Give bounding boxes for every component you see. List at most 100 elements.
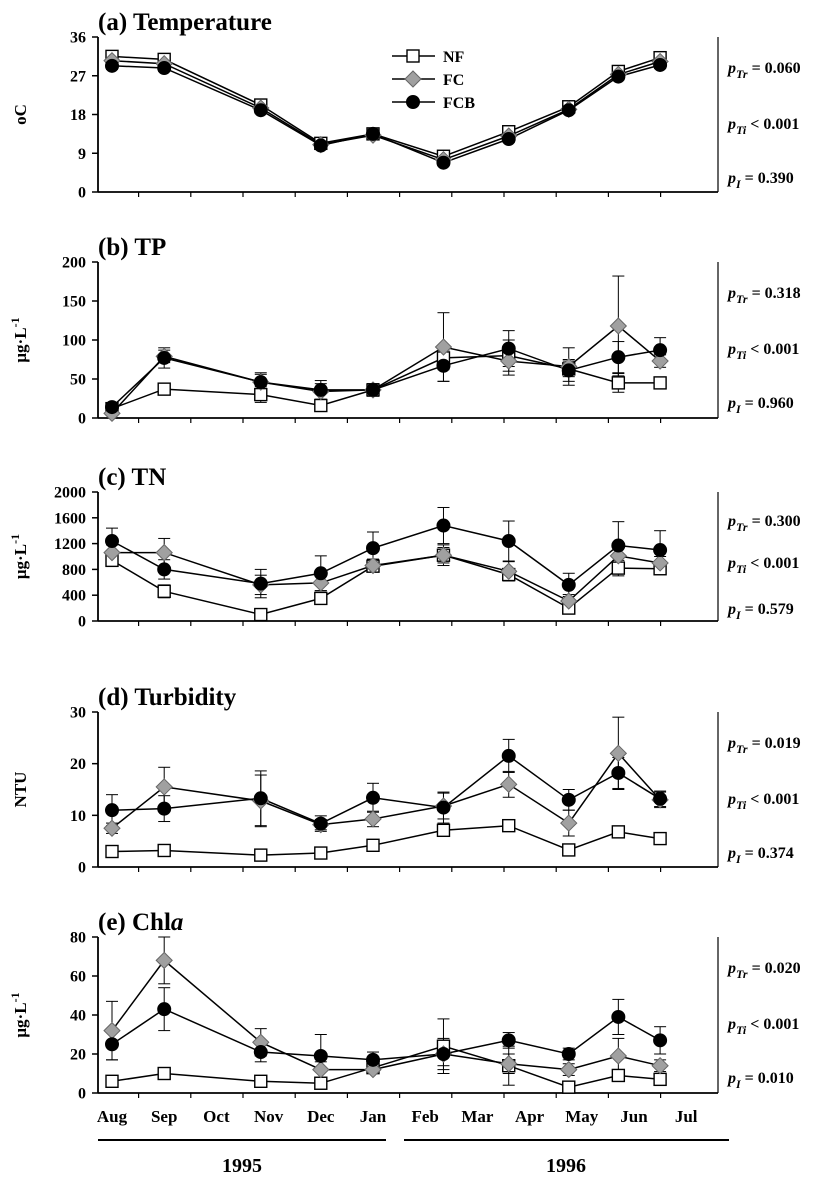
y-axis-label: μg·L-1 <box>8 534 30 579</box>
y-tick-label: 36 <box>70 30 86 47</box>
stat-i: pI = 0.010 <box>726 1070 794 1091</box>
series-line-fc <box>111 325 661 414</box>
y-tick-label: 1200 <box>54 536 86 553</box>
marker-fc <box>500 775 518 794</box>
marker-nf <box>611 1068 626 1083</box>
y-tick-label: 0 <box>78 614 86 631</box>
stat-value: = 0.020 <box>748 960 801 977</box>
stat-ti: pTi < 0.001 <box>726 555 799 576</box>
y-axis-label: NTU <box>11 772 30 808</box>
series-line-nf <box>111 824 661 856</box>
marker-nf <box>502 818 516 833</box>
marker-nf <box>314 591 328 606</box>
marker-fc <box>500 352 518 370</box>
marker-nf <box>436 823 451 838</box>
marker-nf <box>611 825 626 839</box>
series-line-fc <box>111 959 661 1071</box>
y-tick-label: 0 <box>78 411 86 428</box>
series-line-fc <box>111 59 661 161</box>
marker-fc <box>364 1060 382 1079</box>
marker-nf <box>653 376 667 390</box>
marker-fc <box>404 70 422 88</box>
marker-fcb <box>366 126 380 141</box>
y-axis-label-sup: -1 <box>8 992 22 1002</box>
marker-nf <box>157 843 171 858</box>
marker-fcb <box>406 95 420 109</box>
stat-sub: Tr <box>736 67 748 81</box>
stat-value: < 0.001 <box>746 791 799 808</box>
y-tick-label: 100 <box>62 333 86 350</box>
marker-fcb <box>366 382 380 397</box>
stat-sub: I <box>735 608 742 622</box>
marker-fcb <box>501 132 516 147</box>
stat-tr: pTr = 0.060 <box>726 60 801 81</box>
y-axis-label: oC <box>11 104 30 125</box>
y-axis-label: μg·L-1 <box>8 992 30 1037</box>
marker-fcb <box>611 765 626 780</box>
marker-fcb <box>611 350 626 365</box>
marker-fcb <box>253 103 268 118</box>
series-line-fcb <box>111 64 661 164</box>
y-tick-label: 2000 <box>54 485 86 502</box>
stat-ti: pTi < 0.001 <box>726 116 799 137</box>
marker-fc <box>609 1047 628 1065</box>
stat-value: = 0.010 <box>741 1070 794 1087</box>
stat-i: pI = 0.960 <box>726 395 794 416</box>
y-tick-label: 10 <box>70 808 86 825</box>
stat-p: p <box>726 60 736 77</box>
marker-fcb <box>313 382 328 397</box>
x-tick-label: Sep <box>151 1107 177 1126</box>
marker-nf <box>314 398 328 413</box>
marker-fcb <box>157 1002 172 1017</box>
stat-sub: Ti <box>736 348 747 362</box>
panel-title: (b) TP <box>98 234 166 261</box>
marker-fcb <box>313 1048 328 1063</box>
marker-nf <box>314 1076 328 1090</box>
y-tick-label: 150 <box>62 294 86 311</box>
marker-nf <box>562 1080 576 1094</box>
marker-nf <box>105 844 119 859</box>
y-tick-label: 20 <box>70 1047 86 1064</box>
marker-nf <box>653 831 667 846</box>
stat-p: p <box>726 285 736 302</box>
marker-fcb <box>561 1047 576 1061</box>
stat-value: = 0.390 <box>741 170 794 187</box>
x-tick-label: May <box>565 1107 599 1126</box>
marker-fcb <box>253 375 268 390</box>
marker-nf <box>406 49 420 63</box>
marker-fcb <box>253 1045 268 1060</box>
stat-tr: pTr = 0.300 <box>726 513 801 534</box>
y-tick-label: 60 <box>70 969 86 986</box>
marker-nf <box>314 846 328 860</box>
y-tick-label: 40 <box>70 1008 86 1025</box>
marker-fcb <box>157 562 172 577</box>
marker-fcb <box>105 58 119 73</box>
panel-title-italic: a <box>171 909 184 936</box>
series-line-nf <box>111 354 661 410</box>
marker-fc <box>500 1055 518 1073</box>
stat-sub: Tr <box>736 520 748 534</box>
marker-fcb <box>436 358 451 373</box>
series-line-fc <box>111 752 661 829</box>
stat-sub: Tr <box>736 292 748 306</box>
stat-p: p <box>726 116 736 133</box>
marker-fc <box>560 814 578 832</box>
y-tick-label: 30 <box>70 705 86 722</box>
y-tick-label: 80 <box>70 930 86 947</box>
y-tick-label: 0 <box>78 1086 86 1103</box>
marker-fcb <box>157 350 172 365</box>
marker-fc <box>155 543 173 562</box>
marker-nf <box>157 382 171 396</box>
y-tick-label: 0 <box>78 185 86 202</box>
y-tick-label: 400 <box>62 588 86 605</box>
marker-fc <box>609 547 628 565</box>
stat-value: = 0.374 <box>741 845 794 862</box>
marker-fcb <box>501 1033 516 1048</box>
y-tick-label: 9 <box>78 146 86 163</box>
marker-fcb <box>501 534 516 549</box>
